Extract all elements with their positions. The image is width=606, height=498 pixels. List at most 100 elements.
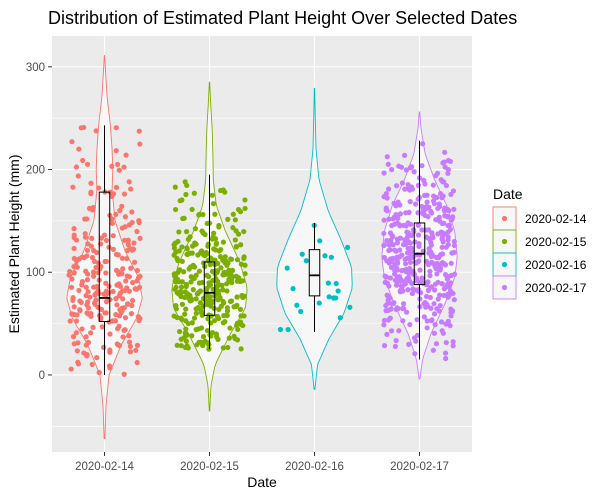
data-point (235, 326, 241, 333)
data-point (442, 213, 448, 219)
data-point (134, 342, 141, 348)
data-point (109, 163, 115, 169)
data-point (451, 206, 457, 212)
data-point (439, 195, 445, 201)
data-point (325, 280, 331, 286)
data-point (390, 242, 396, 248)
data-point (437, 292, 443, 298)
data-point (119, 255, 126, 261)
data-point (128, 311, 135, 317)
x-tick-label: 2020-02-17 (390, 461, 449, 473)
data-point (222, 257, 229, 264)
data-point (386, 216, 392, 222)
data-point (122, 315, 129, 321)
data-point (427, 294, 433, 301)
data-point (394, 240, 401, 246)
data-point (384, 154, 390, 160)
data-point (191, 315, 198, 321)
data-point (401, 152, 408, 159)
data-point (421, 280, 427, 286)
data-point (88, 189, 94, 195)
data-point (184, 246, 190, 252)
data-point (172, 184, 178, 190)
data-point (424, 199, 430, 205)
data-point (447, 158, 453, 164)
data-point (107, 365, 113, 371)
data-point (232, 237, 238, 243)
x-axis: 2020-02-14 2020-02-15 2020-02-16 2020-02-17 (75, 452, 449, 473)
data-point (404, 255, 410, 262)
data-point (242, 205, 248, 212)
data-point (442, 149, 448, 155)
data-point (114, 302, 120, 308)
data-point (322, 253, 328, 259)
data-point (196, 268, 203, 274)
data-point (123, 278, 129, 284)
data-point (407, 199, 413, 205)
data-point (126, 339, 133, 345)
data-point (436, 201, 442, 207)
data-point (396, 328, 402, 334)
data-point (224, 308, 231, 314)
data-point (432, 322, 438, 328)
data-point (407, 240, 413, 246)
data-point (217, 254, 223, 260)
y-tick-label: 100 (26, 267, 45, 279)
data-point (107, 331, 113, 337)
data-point (85, 289, 91, 295)
data-point (135, 314, 141, 320)
data-point (431, 193, 437, 199)
legend: Date 2020-02-14 2020-02-15 2020-02-16 2020-… (492, 186, 587, 300)
data-point (413, 201, 419, 207)
data-point (294, 302, 300, 308)
data-point (398, 277, 404, 283)
data-point (75, 173, 81, 179)
data-point (225, 269, 231, 275)
data-point (445, 318, 451, 324)
data-point (176, 248, 182, 254)
data-point (213, 276, 219, 282)
data-point (397, 247, 403, 253)
data-point (393, 337, 399, 344)
data-point (448, 191, 454, 198)
data-point (117, 290, 123, 296)
data-point (193, 272, 199, 278)
data-point (232, 336, 238, 342)
data-point (204, 220, 210, 227)
data-point (211, 230, 217, 236)
data-point (185, 345, 191, 351)
data-point (221, 300, 227, 306)
data-point (448, 272, 454, 279)
data-point (393, 183, 400, 189)
box-2020-02-15 (203, 261, 216, 316)
data-point (230, 211, 236, 217)
box-2020-02-16 (308, 249, 321, 297)
data-point (181, 269, 187, 275)
data-point (128, 186, 134, 192)
data-point (115, 161, 121, 168)
data-point (383, 190, 389, 197)
data-point (74, 264, 80, 270)
data-point (442, 350, 449, 356)
data-point (183, 281, 190, 287)
data-point (200, 295, 207, 302)
data-point (117, 283, 124, 289)
data-point (137, 273, 143, 279)
data-point (214, 269, 220, 275)
data-point (91, 258, 98, 265)
data-point (333, 295, 339, 301)
data-point (126, 288, 132, 294)
data-point (113, 211, 119, 218)
data-point (90, 273, 97, 279)
data-point (171, 313, 177, 319)
data-point (119, 308, 125, 314)
data-point (440, 160, 446, 166)
data-point (391, 200, 397, 206)
data-point (183, 306, 189, 312)
data-point (129, 209, 135, 215)
data-point (442, 272, 449, 278)
data-point (381, 170, 387, 176)
data-point (77, 307, 83, 313)
data-point (388, 237, 394, 243)
data-point (205, 274, 212, 280)
